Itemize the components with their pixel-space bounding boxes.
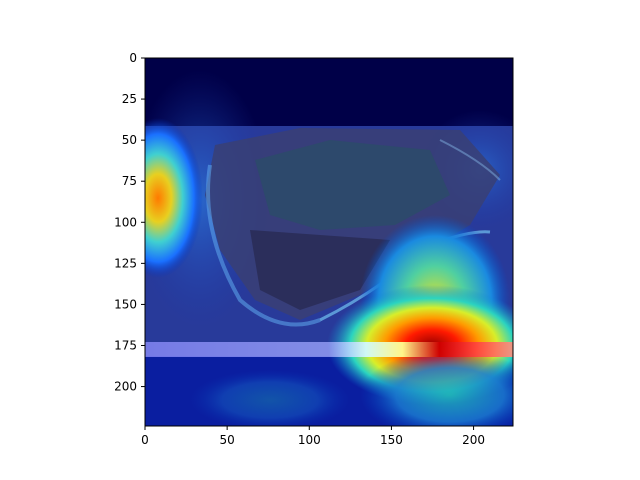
y-axis: 0 25 50 75 100 125 150 175 200 <box>114 51 145 394</box>
x-tick-label: 0 <box>141 433 149 447</box>
y-tick-label: 175 <box>114 339 137 353</box>
y-tick-label: 75 <box>122 174 137 188</box>
hotspot-left <box>145 118 203 278</box>
x-tick-label: 50 <box>220 433 235 447</box>
x-tick-label: 200 <box>462 433 485 447</box>
y-tick-label: 150 <box>114 297 137 311</box>
x-tick-label: 150 <box>380 433 403 447</box>
y-tick-label: 0 <box>129 51 137 65</box>
x-axis: 0 50 100 150 200 <box>141 426 485 447</box>
plot-frame <box>144 57 514 427</box>
y-tick-label: 100 <box>114 215 137 229</box>
bright-band <box>145 342 513 357</box>
x-tick-label: 100 <box>298 433 321 447</box>
y-tick-label: 125 <box>114 256 137 270</box>
y-tick-label: 200 <box>114 380 137 394</box>
heatmap-image <box>145 58 513 426</box>
y-tick-label: 50 <box>122 133 137 147</box>
y-tick-label: 25 <box>122 92 137 106</box>
hotspot-lower-left <box>190 370 350 426</box>
hotspot-bottom <box>360 350 513 426</box>
